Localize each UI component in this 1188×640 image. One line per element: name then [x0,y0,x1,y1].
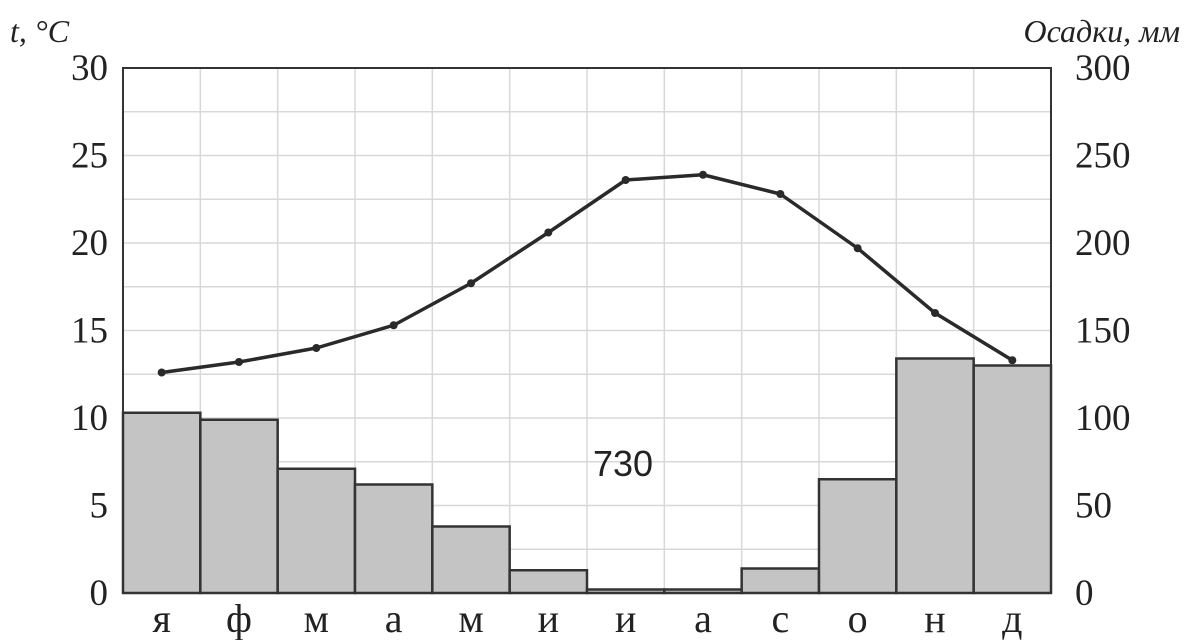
temperature-point [1008,356,1017,365]
month-label: и [538,596,559,640]
precipitation-bar [276,467,357,595]
temperature-point [467,279,475,288]
temperature-point [312,344,321,352]
precipitation-bar [121,411,202,595]
month-label: д [1002,596,1022,640]
left-axis-ticks: 0 5 10 15 20 25 30 [71,48,108,614]
temperature-point [157,368,166,377]
temperature-point [544,228,553,237]
temperature-point [931,309,939,317]
right-axis-tick-label: 150 [1075,311,1131,352]
right-axis-tick-label: 0 [1075,573,1094,614]
right-axis-tick-label: 250 [1075,136,1131,177]
precipitation-bar [740,567,821,595]
month-label: о [848,596,868,640]
temperature-point [235,358,243,366]
temperature-point [776,190,785,198]
temperature-line-path [161,173,1014,375]
month-label: а [385,596,403,640]
left-axis-tick-label: 30 [71,48,108,89]
left-axis-tick-label: 20 [71,223,108,264]
month-label: ф [226,596,252,640]
month-label: м [458,596,483,640]
precipitation-bar [199,418,279,595]
left-axis-tick-label: 10 [71,398,108,439]
temperature-point [853,244,862,253]
month-label: я [152,596,170,640]
left-axis-tick-label: 5 [90,486,109,527]
right-axis-tick-label: 100 [1075,398,1131,439]
precipitation-bar [817,478,898,595]
annual-precipitation-total: 730 [593,443,653,484]
month-label: н [924,596,945,640]
left-axis-tick-label: 15 [71,311,108,352]
month-label: м [304,596,329,640]
temperature-point [621,176,630,184]
precipitation-bar [895,357,975,595]
left-axis-title: t, °C [10,13,70,49]
month-label: и [615,596,636,640]
plot-frame [122,67,1052,594]
left-axis-tick-label: 0 [90,573,109,614]
precipitation-bar [508,569,589,595]
precipitation-bar [972,364,1053,595]
temperature-point [699,170,707,179]
right-axis-tick-label: 200 [1075,223,1131,264]
month-label: а [694,596,712,640]
temperature-point [389,321,398,330]
precipitation-bar [353,483,434,595]
right-axis-tick-label: 50 [1075,486,1112,527]
right-axis-ticks: 0 50 100 150 200 250 300 [1075,48,1131,614]
month-label: с [771,596,789,640]
temperature-line [157,170,1017,377]
left-axis-tick-label: 25 [71,136,108,177]
precipitation-bar [431,525,511,595]
right-axis-tick-label: 300 [1075,48,1131,89]
right-axis-title: Осадки, мм [1024,13,1180,49]
precipitation-bars [121,357,1053,595]
